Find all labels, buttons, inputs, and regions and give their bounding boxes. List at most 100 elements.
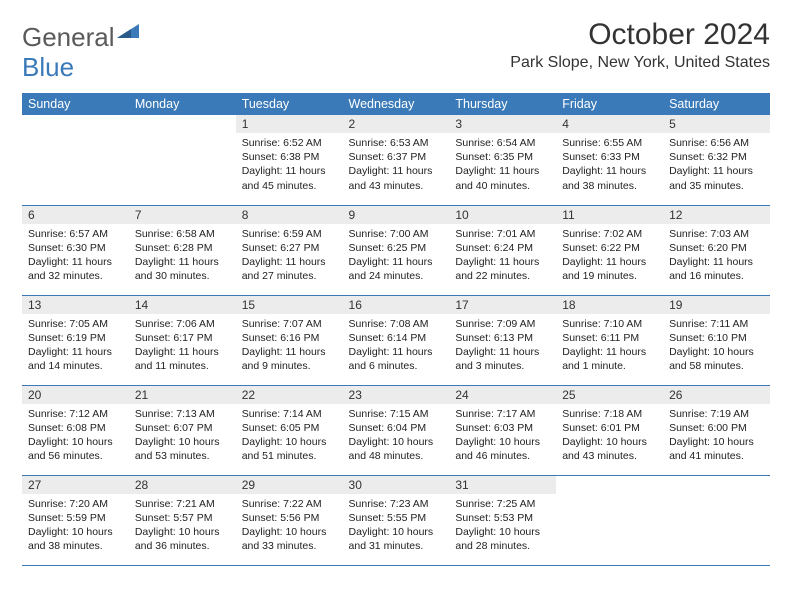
day-details: Sunrise: 6:53 AMSunset: 6:37 PMDaylight:… xyxy=(343,133,450,197)
calendar-cell: 24Sunrise: 7:17 AMSunset: 6:03 PMDayligh… xyxy=(449,385,556,475)
calendar-cell: 17Sunrise: 7:09 AMSunset: 6:13 PMDayligh… xyxy=(449,295,556,385)
day-details: Sunrise: 7:20 AMSunset: 5:59 PMDaylight:… xyxy=(22,494,129,558)
day-number: 13 xyxy=(22,296,129,314)
day-details: Sunrise: 7:17 AMSunset: 6:03 PMDaylight:… xyxy=(449,404,556,468)
calendar-cell: 26Sunrise: 7:19 AMSunset: 6:00 PMDayligh… xyxy=(663,385,770,475)
calendar-cell: .. xyxy=(556,475,663,565)
day-details: Sunrise: 6:55 AMSunset: 6:33 PMDaylight:… xyxy=(556,133,663,197)
day-details: Sunrise: 6:54 AMSunset: 6:35 PMDaylight:… xyxy=(449,133,556,197)
day-details: Sunrise: 6:52 AMSunset: 6:38 PMDaylight:… xyxy=(236,133,343,197)
day-number: 18 xyxy=(556,296,663,314)
calendar-cell: .. xyxy=(663,475,770,565)
calendar-cell: .. xyxy=(22,115,129,205)
calendar-cell: 6Sunrise: 6:57 AMSunset: 6:30 PMDaylight… xyxy=(22,205,129,295)
day-number: 20 xyxy=(22,386,129,404)
day-details: Sunrise: 6:59 AMSunset: 6:27 PMDaylight:… xyxy=(236,224,343,288)
calendar-cell: 12Sunrise: 7:03 AMSunset: 6:20 PMDayligh… xyxy=(663,205,770,295)
day-details: Sunrise: 7:01 AMSunset: 6:24 PMDaylight:… xyxy=(449,224,556,288)
calendar-cell: 20Sunrise: 7:12 AMSunset: 6:08 PMDayligh… xyxy=(22,385,129,475)
day-details: Sunrise: 7:02 AMSunset: 6:22 PMDaylight:… xyxy=(556,224,663,288)
weekday-header: Monday xyxy=(129,93,236,115)
calendar-cell: 22Sunrise: 7:14 AMSunset: 6:05 PMDayligh… xyxy=(236,385,343,475)
day-number: 17 xyxy=(449,296,556,314)
day-details: Sunrise: 7:11 AMSunset: 6:10 PMDaylight:… xyxy=(663,314,770,378)
calendar-row: 6Sunrise: 6:57 AMSunset: 6:30 PMDaylight… xyxy=(22,205,770,295)
weekday-header: Friday xyxy=(556,93,663,115)
calendar-cell: 3Sunrise: 6:54 AMSunset: 6:35 PMDaylight… xyxy=(449,115,556,205)
day-number: 2 xyxy=(343,115,450,133)
day-number: 23 xyxy=(343,386,450,404)
calendar-cell: 18Sunrise: 7:10 AMSunset: 6:11 PMDayligh… xyxy=(556,295,663,385)
day-details: Sunrise: 7:10 AMSunset: 6:11 PMDaylight:… xyxy=(556,314,663,378)
day-number: 21 xyxy=(129,386,236,404)
day-number: 24 xyxy=(449,386,556,404)
calendar-cell: 13Sunrise: 7:05 AMSunset: 6:19 PMDayligh… xyxy=(22,295,129,385)
calendar-cell: 25Sunrise: 7:18 AMSunset: 6:01 PMDayligh… xyxy=(556,385,663,475)
weekday-header: Thursday xyxy=(449,93,556,115)
calendar-row: 27Sunrise: 7:20 AMSunset: 5:59 PMDayligh… xyxy=(22,475,770,565)
calendar-cell: 2Sunrise: 6:53 AMSunset: 6:37 PMDaylight… xyxy=(343,115,450,205)
calendar-cell: 31Sunrise: 7:25 AMSunset: 5:53 PMDayligh… xyxy=(449,475,556,565)
day-details: Sunrise: 7:05 AMSunset: 6:19 PMDaylight:… xyxy=(22,314,129,378)
month-title: October 2024 xyxy=(510,18,770,52)
day-details: Sunrise: 7:07 AMSunset: 6:16 PMDaylight:… xyxy=(236,314,343,378)
day-number: 7 xyxy=(129,206,236,224)
calendar-cell: 7Sunrise: 6:58 AMSunset: 6:28 PMDaylight… xyxy=(129,205,236,295)
day-details: Sunrise: 6:57 AMSunset: 6:30 PMDaylight:… xyxy=(22,224,129,288)
day-details: Sunrise: 7:21 AMSunset: 5:57 PMDaylight:… xyxy=(129,494,236,558)
day-number: 8 xyxy=(236,206,343,224)
day-number: 26 xyxy=(663,386,770,404)
brand-triangle-icon xyxy=(117,14,139,45)
day-number: 28 xyxy=(129,476,236,494)
calendar-cell: 29Sunrise: 7:22 AMSunset: 5:56 PMDayligh… xyxy=(236,475,343,565)
calendar-cell: 21Sunrise: 7:13 AMSunset: 6:07 PMDayligh… xyxy=(129,385,236,475)
day-number: 9 xyxy=(343,206,450,224)
calendar-cell: 23Sunrise: 7:15 AMSunset: 6:04 PMDayligh… xyxy=(343,385,450,475)
weekday-header: Wednesday xyxy=(343,93,450,115)
day-number: 27 xyxy=(22,476,129,494)
calendar-cell: 8Sunrise: 6:59 AMSunset: 6:27 PMDaylight… xyxy=(236,205,343,295)
calendar-body: ....1Sunrise: 6:52 AMSunset: 6:38 PMDayl… xyxy=(22,115,770,565)
day-details: Sunrise: 6:56 AMSunset: 6:32 PMDaylight:… xyxy=(663,133,770,197)
day-details: Sunrise: 7:12 AMSunset: 6:08 PMDaylight:… xyxy=(22,404,129,468)
day-details: Sunrise: 7:06 AMSunset: 6:17 PMDaylight:… xyxy=(129,314,236,378)
day-number: 3 xyxy=(449,115,556,133)
day-details: Sunrise: 7:23 AMSunset: 5:55 PMDaylight:… xyxy=(343,494,450,558)
day-details: Sunrise: 7:18 AMSunset: 6:01 PMDaylight:… xyxy=(556,404,663,468)
calendar-cell: 19Sunrise: 7:11 AMSunset: 6:10 PMDayligh… xyxy=(663,295,770,385)
day-details: Sunrise: 7:08 AMSunset: 6:14 PMDaylight:… xyxy=(343,314,450,378)
day-number: 1 xyxy=(236,115,343,133)
day-details: Sunrise: 7:25 AMSunset: 5:53 PMDaylight:… xyxy=(449,494,556,558)
day-number: 30 xyxy=(343,476,450,494)
calendar-cell: 1Sunrise: 6:52 AMSunset: 6:38 PMDaylight… xyxy=(236,115,343,205)
calendar-cell: 15Sunrise: 7:07 AMSunset: 6:16 PMDayligh… xyxy=(236,295,343,385)
calendar-row: ....1Sunrise: 6:52 AMSunset: 6:38 PMDayl… xyxy=(22,115,770,205)
weekday-header: Saturday xyxy=(663,93,770,115)
day-details: Sunrise: 7:15 AMSunset: 6:04 PMDaylight:… xyxy=(343,404,450,468)
calendar-cell: 16Sunrise: 7:08 AMSunset: 6:14 PMDayligh… xyxy=(343,295,450,385)
day-number: 4 xyxy=(556,115,663,133)
brand-text-1: General xyxy=(22,22,115,53)
day-details: Sunrise: 7:03 AMSunset: 6:20 PMDaylight:… xyxy=(663,224,770,288)
weekday-header-row: SundayMondayTuesdayWednesdayThursdayFrid… xyxy=(22,93,770,115)
brand-text-2: Blue xyxy=(22,52,74,82)
calendar-table: SundayMondayTuesdayWednesdayThursdayFrid… xyxy=(22,93,770,566)
weekday-header: Sunday xyxy=(22,93,129,115)
day-details: Sunrise: 7:09 AMSunset: 6:13 PMDaylight:… xyxy=(449,314,556,378)
weekday-header: Tuesday xyxy=(236,93,343,115)
day-number: 25 xyxy=(556,386,663,404)
day-number: 22 xyxy=(236,386,343,404)
day-details: Sunrise: 6:58 AMSunset: 6:28 PMDaylight:… xyxy=(129,224,236,288)
calendar-cell: 27Sunrise: 7:20 AMSunset: 5:59 PMDayligh… xyxy=(22,475,129,565)
calendar-cell: .. xyxy=(129,115,236,205)
brand-logo: General xyxy=(22,18,139,53)
day-number: 10 xyxy=(449,206,556,224)
day-number: 14 xyxy=(129,296,236,314)
calendar-cell: 4Sunrise: 6:55 AMSunset: 6:33 PMDaylight… xyxy=(556,115,663,205)
day-number: 16 xyxy=(343,296,450,314)
calendar-cell: 28Sunrise: 7:21 AMSunset: 5:57 PMDayligh… xyxy=(129,475,236,565)
calendar-cell: 11Sunrise: 7:02 AMSunset: 6:22 PMDayligh… xyxy=(556,205,663,295)
day-details: Sunrise: 7:19 AMSunset: 6:00 PMDaylight:… xyxy=(663,404,770,468)
day-number: 12 xyxy=(663,206,770,224)
day-number: 15 xyxy=(236,296,343,314)
